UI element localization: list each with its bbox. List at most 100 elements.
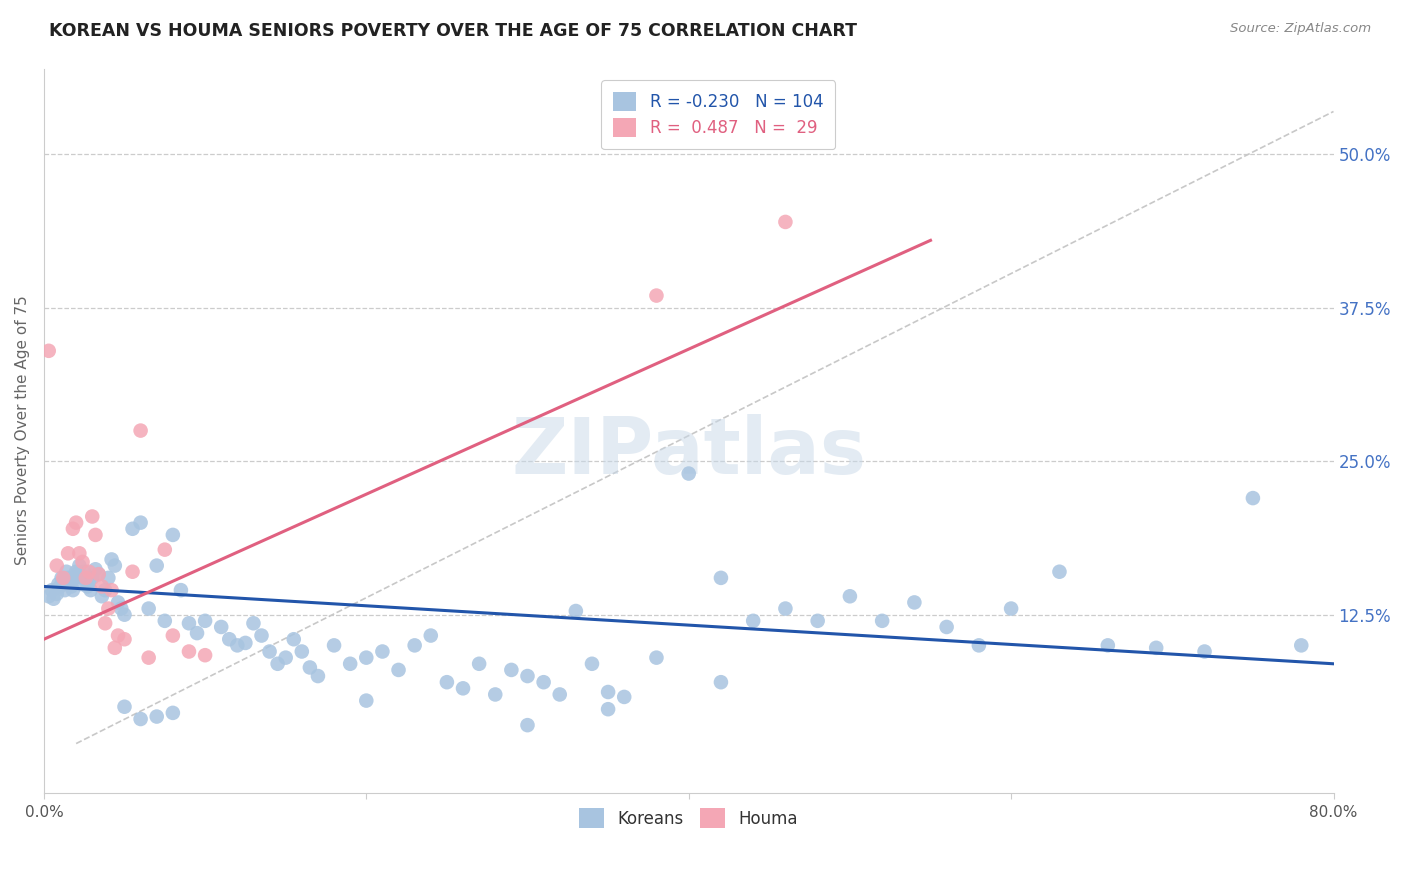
Point: [42, 591, 65, 606]
Point: [56, 546, 79, 560]
Point: [121, 565, 143, 579]
Point: [468, 657, 491, 671]
Point: [90, 589, 112, 603]
Point: [838, 589, 860, 603]
Point: [51, 571, 73, 585]
Point: [1097, 639, 1119, 653]
Point: [87, 567, 110, 582]
Point: [162, 706, 184, 720]
Point: [38, 343, 60, 358]
Point: [87, 567, 110, 582]
Point: [52, 574, 75, 589]
Point: [259, 644, 281, 658]
Point: [935, 620, 957, 634]
Point: [404, 639, 426, 653]
Point: [516, 669, 538, 683]
Point: [1049, 565, 1071, 579]
Point: [387, 663, 409, 677]
Point: [153, 614, 176, 628]
Point: [107, 629, 129, 643]
Point: [298, 660, 321, 674]
Point: [356, 693, 378, 707]
Point: [451, 681, 474, 696]
Y-axis label: Seniors Poverty Over the Age of 75: Seniors Poverty Over the Age of 75: [15, 296, 30, 566]
Point: [90, 579, 112, 593]
Point: [114, 699, 136, 714]
Point: [41, 583, 63, 598]
Point: [55, 565, 77, 579]
Point: [145, 558, 167, 573]
Point: [501, 663, 523, 677]
Point: [53, 583, 76, 598]
Point: [94, 583, 117, 598]
Point: [186, 626, 208, 640]
Point: [194, 648, 217, 663]
Point: [516, 718, 538, 732]
Point: [82, 571, 104, 585]
Point: [84, 562, 107, 576]
Point: [94, 616, 117, 631]
Point: [323, 639, 346, 653]
Point: [82, 509, 104, 524]
Point: [678, 467, 700, 481]
Point: [218, 632, 240, 647]
Point: [45, 587, 67, 601]
Point: [242, 616, 264, 631]
Point: [129, 424, 152, 438]
Point: [581, 657, 603, 671]
Point: [65, 516, 87, 530]
Point: [250, 629, 273, 643]
Point: [807, 614, 830, 628]
Point: [62, 522, 84, 536]
Text: ZIPatlas: ZIPatlas: [512, 414, 866, 491]
Point: [436, 675, 458, 690]
Point: [107, 595, 129, 609]
Point: [235, 636, 257, 650]
Point: [62, 583, 84, 598]
Point: [65, 565, 87, 579]
Point: [79, 583, 101, 598]
Point: [1194, 644, 1216, 658]
Point: [97, 571, 120, 585]
Point: [129, 516, 152, 530]
Point: [63, 571, 86, 585]
Legend: Koreans, Houma: Koreans, Houma: [572, 801, 804, 835]
Point: [38, 589, 60, 603]
Point: [613, 690, 636, 704]
Point: [266, 657, 288, 671]
Point: [565, 604, 588, 618]
Point: [75, 571, 97, 585]
Text: KOREAN VS HOUMA SENIORS POVERTY OVER THE AGE OF 75 CORRELATION CHART: KOREAN VS HOUMA SENIORS POVERTY OVER THE…: [49, 22, 858, 40]
Point: [153, 542, 176, 557]
Point: [104, 640, 127, 655]
Point: [73, 565, 96, 579]
Point: [75, 571, 97, 585]
Point: [598, 685, 620, 699]
Point: [1000, 601, 1022, 615]
Point: [356, 650, 378, 665]
Point: [307, 669, 329, 683]
Point: [177, 616, 200, 631]
Point: [274, 650, 297, 665]
Point: [598, 702, 620, 716]
Point: [710, 675, 733, 690]
Point: [72, 555, 94, 569]
Point: [339, 657, 361, 671]
Point: [742, 614, 765, 628]
Point: [56, 571, 79, 585]
Point: [967, 639, 990, 653]
Point: [52, 571, 75, 585]
Point: [121, 522, 143, 536]
Point: [110, 601, 132, 615]
Point: [194, 614, 217, 628]
Point: [67, 558, 90, 573]
Point: [104, 558, 127, 573]
Point: [76, 579, 98, 593]
Point: [870, 614, 893, 628]
Point: [710, 571, 733, 585]
Point: [100, 583, 122, 598]
Point: [371, 644, 394, 658]
Point: [77, 565, 100, 579]
Point: [226, 639, 249, 653]
Point: [70, 577, 93, 591]
